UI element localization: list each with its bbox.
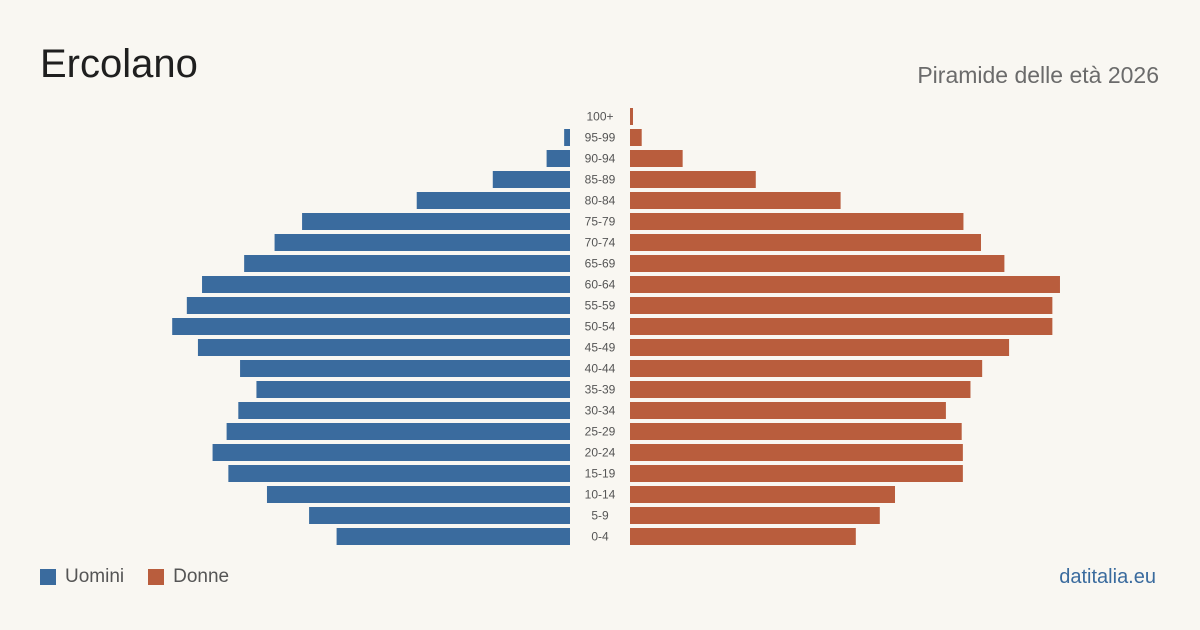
- age-label-80-84: 80-84: [585, 194, 616, 208]
- bar-women-0-4: [630, 528, 856, 545]
- age-label-95-99: 95-99: [585, 131, 616, 145]
- legend-swatch-women: [148, 569, 165, 585]
- bar-women-45-49: [630, 339, 1010, 356]
- age-label-50-54: 50-54: [585, 320, 616, 334]
- bar-men-45-49: [197, 339, 570, 356]
- bar-men-40-44: [240, 360, 570, 377]
- bar-men-0-4: [336, 528, 570, 545]
- bar-men-70-74: [274, 234, 570, 251]
- age-label-20-24: 20-24: [585, 446, 616, 460]
- bar-women-30-34: [630, 402, 946, 419]
- bar-men-75-79: [302, 213, 570, 230]
- bar-men-35-39: [256, 381, 570, 398]
- bar-men-60-64: [202, 276, 570, 293]
- bar-women-75-79: [630, 213, 964, 230]
- age-label-70-74: 70-74: [585, 236, 616, 250]
- age-label-60-64: 60-64: [585, 278, 616, 292]
- bar-women-15-19: [630, 465, 963, 482]
- age-label-90-94: 90-94: [585, 152, 616, 166]
- age-label-40-44: 40-44: [585, 362, 616, 376]
- age-label-35-39: 35-39: [585, 383, 616, 397]
- age-labels-group: 100+ 95-99 90-94 85-89 80-84 75-79 70-74 65-69 6…: [585, 110, 616, 544]
- legend: Uomini Donne: [40, 566, 253, 588]
- bar-men-20-24: [212, 444, 570, 461]
- bar-men-65-69: [244, 255, 570, 272]
- age-label-15-19: 15-19: [585, 467, 616, 481]
- bar-men-85-89: [492, 171, 570, 188]
- age-label-0-4: 0-4: [591, 530, 609, 544]
- bar-women-50-54: [630, 318, 1053, 335]
- bar-women-65-69: [630, 255, 1005, 272]
- bar-men-30-34: [238, 402, 570, 419]
- bar-women-60-64: [630, 276, 1060, 293]
- men-bars-group: [172, 129, 571, 545]
- bar-men-10-14: [266, 486, 570, 503]
- bar-women-90-94: [630, 150, 683, 167]
- bar-women-40-44: [630, 360, 983, 377]
- bar-women-70-74: [630, 234, 981, 251]
- age-label-100plus: 100+: [586, 110, 613, 124]
- bar-women-95-99: [630, 129, 642, 146]
- source-link[interactable]: datitalia.eu: [1059, 566, 1156, 588]
- chart-subtitle: Piramide delle età 2026: [917, 62, 1159, 88]
- bar-women-25-29: [630, 423, 962, 440]
- bar-women-10-14: [630, 486, 896, 503]
- legend-item-men: Uomini: [40, 566, 124, 588]
- age-label-75-79: 75-79: [585, 215, 616, 229]
- bar-men-55-59: [186, 297, 570, 314]
- bar-men-95-99: [564, 129, 570, 146]
- bar-women-55-59: [630, 297, 1053, 314]
- bar-men-90-94: [546, 150, 570, 167]
- bar-men-15-19: [228, 465, 571, 482]
- bar-men-5-9: [309, 507, 570, 524]
- women-bars-group: [630, 108, 1060, 545]
- legend-label-men: Uomini: [65, 566, 125, 587]
- age-label-30-34: 30-34: [585, 404, 616, 418]
- age-label-65-69: 65-69: [585, 257, 616, 271]
- age-label-10-14: 10-14: [585, 488, 616, 502]
- chart-title: Ercolano: [40, 42, 198, 86]
- legend-swatch-men: [40, 569, 56, 585]
- age-label-45-49: 45-49: [585, 341, 616, 355]
- age-label-55-59: 55-59: [585, 299, 616, 313]
- legend-item-women: Donne: [148, 566, 229, 588]
- bar-men-25-29: [226, 423, 571, 440]
- bar-women-80-84: [630, 192, 841, 209]
- bar-women-85-89: [630, 171, 756, 188]
- bar-men-80-84: [416, 192, 570, 209]
- age-label-85-89: 85-89: [585, 173, 616, 187]
- bar-men-50-54: [172, 318, 570, 335]
- age-label-5-9: 5-9: [591, 509, 609, 523]
- bar-women-20-24: [630, 444, 963, 461]
- age-label-25-29: 25-29: [585, 425, 616, 439]
- bar-women-35-39: [630, 381, 971, 398]
- legend-label-women: Donne: [173, 566, 230, 587]
- bar-women-5-9: [630, 507, 880, 524]
- bar-women-100plus: [630, 108, 633, 125]
